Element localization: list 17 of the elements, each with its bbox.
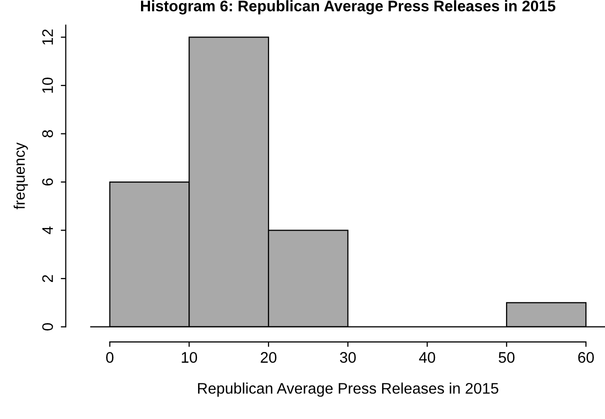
y-tick-label: 4 <box>42 226 53 234</box>
x-tick-label: 10 <box>182 352 198 363</box>
y-tick-label: 2 <box>42 275 53 282</box>
x-tick-label: 60 <box>578 352 594 363</box>
y-tick-label: 6 <box>42 178 54 186</box>
y-tick-label: 10 <box>42 78 54 93</box>
chart-title: Histogram 6: Republican Average Press Releases in 2015 <box>141 0 556 14</box>
y-tick-label: 12 <box>42 29 53 45</box>
x-axis-title: Republican Average Press Releases in 2015 <box>198 382 498 397</box>
x-tick-label: 20 <box>260 352 276 363</box>
y-tick-label: 8 <box>42 130 54 138</box>
x-tick-label: 30 <box>340 352 356 363</box>
x-tick-label: 40 <box>419 352 436 363</box>
y-tick-label: 0 <box>42 323 54 330</box>
y-axis-title: frequency <box>14 142 28 210</box>
x-tick-label: 50 <box>498 352 514 363</box>
x-tick-label: 0 <box>106 352 114 363</box>
